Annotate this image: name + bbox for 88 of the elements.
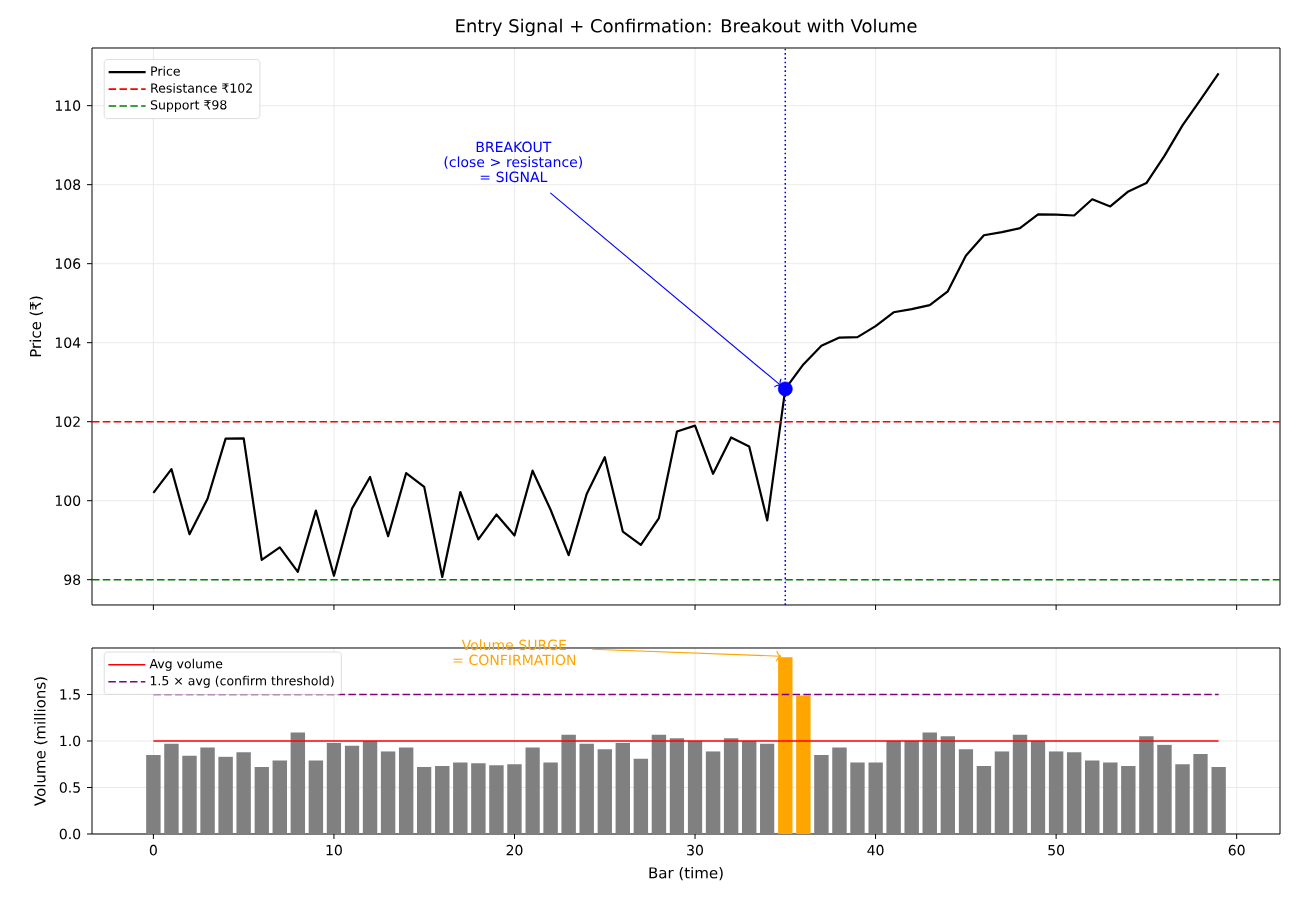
bar (435, 766, 450, 834)
x-axis-title: Bar (time) (649, 866, 723, 881)
bar (760, 743, 775, 834)
bar (290, 732, 306, 834)
y-tick-label: 108 (55, 179, 81, 190)
bar (705, 751, 721, 834)
annotation: Volume SURGE = CONFIRMATION (453, 639, 576, 666)
bar (597, 749, 612, 834)
y-tick-label: 98 (64, 574, 81, 586)
bar (543, 762, 558, 834)
y-tick-label: 110 (55, 100, 81, 111)
bar (940, 736, 956, 834)
bar (200, 747, 215, 834)
bar (1030, 740, 1046, 834)
bar (1066, 752, 1082, 834)
legend-label: Avg volume (149, 658, 223, 671)
y-tick-label: 106 (55, 258, 81, 269)
bar (579, 743, 594, 834)
bar (850, 762, 865, 834)
bar (453, 762, 468, 834)
bar (1211, 767, 1226, 834)
y-tick-label: 102 (55, 416, 80, 427)
bar (1121, 766, 1136, 834)
bar (1048, 751, 1064, 834)
legend-label: Price (151, 66, 180, 76)
bar (1085, 760, 1100, 834)
bar (922, 732, 937, 834)
bar (741, 740, 757, 834)
bar (272, 760, 287, 834)
bar (1157, 744, 1172, 834)
y-tick-label: 1.0 (60, 735, 81, 747)
bar (1193, 754, 1208, 834)
bar (507, 764, 522, 834)
x-tick-label: 40 (867, 844, 884, 856)
y-tick-label: 1.5 (60, 689, 80, 700)
bar (416, 767, 432, 834)
bar (669, 738, 685, 834)
bar (146, 754, 161, 834)
bar (218, 756, 233, 834)
bar (489, 765, 504, 834)
bar (904, 740, 919, 834)
x-tick-label: 10 (326, 844, 342, 856)
bar (1103, 762, 1118, 834)
bar (1139, 736, 1154, 834)
bar (615, 742, 631, 834)
legend-label: Support ₹98 (150, 100, 227, 112)
bar (633, 758, 649, 834)
chart-title: Entry Signal + Confirmation: Breakout with Volume (456, 18, 917, 37)
bar (723, 738, 739, 834)
bar (471, 763, 486, 834)
legend-label: Resistance ₹102 (151, 83, 252, 93)
bar (344, 745, 360, 834)
legend-label: 1.5 × avg (confirm threshold) (150, 675, 334, 688)
bar (994, 751, 1010, 834)
annotation: BREAKOUT (close > resistance) = SIGNAL (444, 141, 583, 183)
bar (796, 695, 811, 834)
bar (886, 740, 901, 834)
bar (525, 747, 540, 834)
bar (236, 752, 251, 834)
y-tick-label: 104 (55, 337, 81, 348)
y-axis-title: Price (₹) (29, 296, 43, 357)
x-tick-label: 0 (149, 844, 157, 856)
bar (958, 749, 974, 834)
bar (1012, 734, 1028, 834)
x-tick-label: 50 (1048, 844, 1065, 856)
y-axis-title: Volume (millions) (34, 677, 48, 806)
bar (687, 740, 703, 834)
bar (380, 751, 396, 834)
bar (976, 766, 992, 834)
bar (362, 740, 378, 834)
bar (814, 754, 829, 834)
bar (561, 734, 576, 834)
bar (1175, 764, 1190, 834)
bar (832, 747, 847, 834)
x-tick-label: 20 (506, 844, 523, 856)
bar (164, 743, 179, 834)
x-tick-label: 60 (1228, 844, 1245, 856)
bar (254, 767, 269, 834)
bar (182, 755, 197, 834)
bar (868, 762, 883, 834)
bar (326, 742, 342, 834)
y-tick-label: 0.0 (59, 828, 81, 840)
bar (308, 760, 324, 834)
x-tick-label: 30 (687, 844, 703, 856)
y-tick-label: 0.5 (59, 782, 80, 793)
bar (398, 747, 414, 834)
bar (651, 734, 667, 834)
y-tick-label: 100 (55, 495, 81, 506)
